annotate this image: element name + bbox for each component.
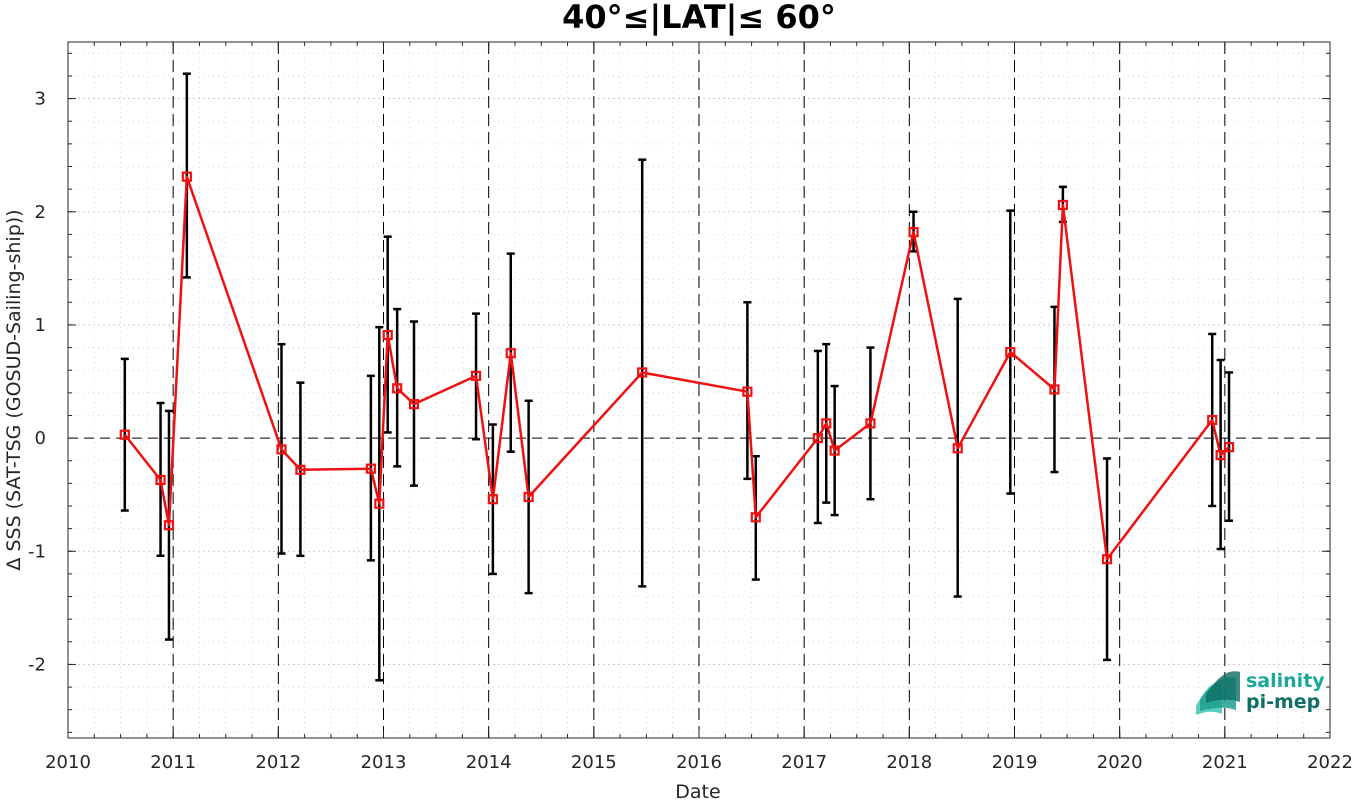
data-point-marker	[1049, 384, 1060, 395]
data-point-marker	[750, 512, 761, 523]
data-point-marker	[1215, 449, 1226, 461]
data-point-marker	[181, 171, 192, 182]
data-point-marker	[487, 494, 498, 505]
series-markers	[119, 171, 1235, 565]
data-point-marker	[742, 386, 753, 397]
x-tick-label: 2016	[676, 752, 722, 773]
data-point-marker	[1005, 346, 1016, 358]
chart-title: 40°≤|LAT|≤ 60°	[562, 0, 836, 36]
x-tick-label: 2012	[255, 752, 301, 773]
error-bar	[120, 357, 129, 512]
data-point-marker	[119, 429, 130, 440]
data-point-marker	[505, 348, 516, 359]
data-point-marker	[382, 330, 393, 341]
x-tick-label: 2018	[886, 752, 932, 773]
x-tick-labels: 2010 2011 2012 2013 2014 2015 2016 2017 2018 2019…	[45, 752, 1353, 773]
data-point-marker	[392, 383, 403, 394]
x-tick-label: 2017	[781, 752, 827, 773]
data-point-marker	[1101, 554, 1113, 565]
data-point-marker	[276, 444, 287, 455]
x-tick-label: 2014	[466, 752, 512, 773]
data-point-marker	[812, 432, 823, 444]
data-point-marker	[408, 399, 420, 410]
data-point-marker	[637, 367, 648, 378]
data-point-marker	[908, 227, 919, 238]
x-tick-label: 2020	[1097, 752, 1143, 773]
data-point-marker	[821, 418, 832, 429]
logo-text-pi-mep: pi-mep	[1246, 691, 1320, 713]
y-tick-label: 3	[35, 89, 46, 110]
x-tick-label: 2019	[992, 752, 1038, 773]
salinity-pi-mep-logo: salinity pi-mep	[1196, 670, 1325, 715]
x-tick-label: 2022	[1307, 752, 1353, 773]
x-axis-label: Date	[675, 781, 720, 801]
data-point-marker	[374, 498, 385, 509]
axis-ticks	[67, 42, 1331, 738]
year-divider-lines	[172, 42, 1226, 738]
data-point-marker	[295, 464, 306, 475]
y-tick-label: 2	[35, 202, 46, 223]
logo-text-salinity: salinity	[1246, 670, 1325, 692]
data-point-marker	[1207, 414, 1218, 426]
y-tick-label: 0	[35, 428, 46, 449]
data-point-marker	[865, 418, 876, 429]
error-bars	[120, 72, 1234, 682]
x-tick-label: 2013	[361, 752, 407, 773]
y-tick-label: 1	[35, 315, 46, 336]
y-axis-label: Δ SSS (SAT-TSG (GOSUD-Sailing-ship))	[3, 209, 25, 570]
y-tick-label: -1	[28, 541, 46, 562]
data-point-marker	[1223, 442, 1235, 453]
x-tick-label: 2015	[571, 752, 617, 773]
data-point-marker	[155, 474, 166, 486]
data-point-marker	[952, 443, 963, 454]
x-tick-label: 2011	[150, 752, 196, 773]
error-bar	[1225, 371, 1234, 522]
data-point-marker	[365, 463, 376, 474]
data-point-marker	[523, 491, 534, 503]
x-tick-label: 2021	[1202, 752, 1248, 773]
series-line	[123, 175, 1230, 561]
logo-wave-icon	[1196, 671, 1240, 715]
x-tick-label: 2010	[45, 752, 91, 773]
y-tick-labels: -2 -1 0 1 2 3	[28, 89, 46, 676]
data-point-marker	[829, 445, 840, 456]
data-point-marker	[1057, 199, 1068, 211]
data-point-marker	[163, 520, 175, 531]
data-point-marker	[470, 370, 482, 381]
y-tick-label: -2	[28, 654, 46, 675]
